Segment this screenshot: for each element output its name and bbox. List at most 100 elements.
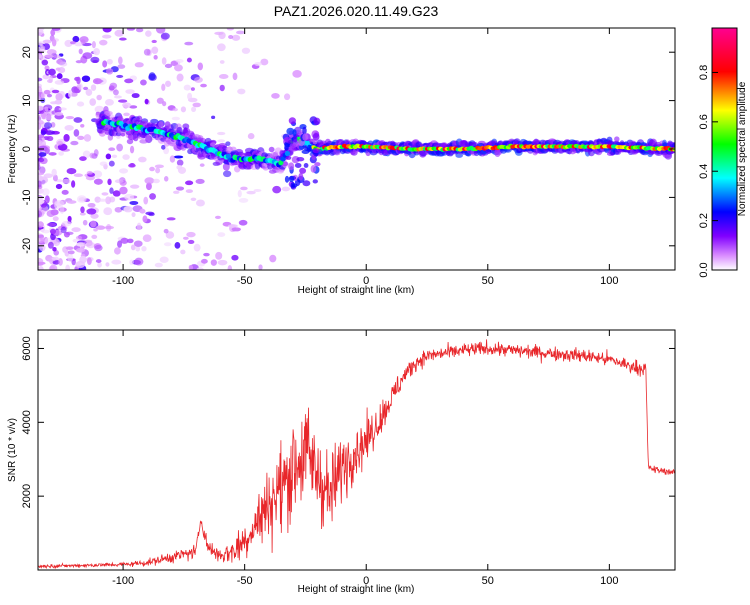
spectrogram-cell bbox=[93, 228, 98, 232]
spectrogram-cell bbox=[55, 183, 63, 190]
spectrogram-cell bbox=[154, 262, 163, 268]
spectrogram-cell bbox=[171, 116, 180, 121]
snr-x-label: Height of straight line (km) bbox=[298, 584, 415, 595]
spectrogram-cell bbox=[65, 116, 75, 120]
spectrogram-cell bbox=[38, 198, 45, 205]
spectrogram-cell bbox=[76, 101, 85, 107]
spectrogram-cell bbox=[46, 49, 57, 55]
spectrogram-cell bbox=[51, 168, 57, 177]
spectrogram-cell bbox=[57, 66, 66, 74]
spectrogram-cell bbox=[109, 187, 114, 194]
spectrogram-cell bbox=[169, 155, 176, 163]
snr-x-tick-label: -50 bbox=[237, 575, 253, 587]
spectrogram-cell bbox=[237, 189, 242, 198]
colorbar-tick-label: 0.4 bbox=[698, 164, 710, 179]
spectrogram-cell bbox=[195, 199, 205, 207]
spectrogram-cell bbox=[172, 108, 178, 112]
spectrogram-cell bbox=[180, 249, 186, 255]
spectrogram-cell bbox=[283, 93, 291, 101]
spectrogram-cell bbox=[77, 135, 85, 141]
spectrogram-cell bbox=[133, 240, 143, 247]
spectrogram-cell bbox=[161, 144, 166, 150]
spectrogram-cell bbox=[135, 246, 141, 252]
spectrogram-cell bbox=[46, 93, 53, 98]
spectrogram-cell bbox=[74, 76, 80, 81]
snr-x-tick-label: 100 bbox=[600, 575, 618, 587]
snr-y-ticks: 2000 4000 6000 bbox=[21, 336, 675, 508]
spectrogram-cell bbox=[55, 92, 63, 101]
spectrogram-cell bbox=[166, 217, 176, 221]
spectrogram-cell bbox=[38, 210, 43, 218]
spectrogram-cell bbox=[54, 99, 63, 105]
spectrogram-cell bbox=[211, 115, 216, 120]
spectrogram-cell bbox=[302, 133, 309, 141]
spectrogram-cell bbox=[139, 208, 146, 214]
spectrogram-cell bbox=[38, 161, 41, 166]
spectrogram-cell bbox=[116, 74, 124, 78]
spectrogram-cell bbox=[301, 149, 310, 155]
spectrogram-cell bbox=[230, 146, 237, 151]
spectrogram-cell bbox=[95, 259, 102, 263]
spectrogram-cell bbox=[289, 143, 297, 149]
spectrogram-cells bbox=[38, 28, 675, 270]
spectrogram-cell bbox=[129, 184, 140, 189]
spectrogram-cell bbox=[247, 133, 255, 140]
spectrogram-cell bbox=[55, 59, 63, 65]
spectrogram-cell bbox=[131, 212, 136, 218]
spectrogram-cell bbox=[117, 240, 123, 248]
spectrogram-cell bbox=[92, 170, 103, 178]
spectrogram-cell bbox=[73, 173, 83, 178]
spectrogram-cell bbox=[49, 264, 58, 270]
spectrogram-cell bbox=[186, 57, 192, 63]
spectrogram-cell bbox=[187, 92, 193, 100]
spectrogram-y-tick-label: -20 bbox=[21, 238, 33, 254]
spectrogram-cell bbox=[101, 192, 109, 196]
spectrogram-cell bbox=[271, 93, 280, 99]
spectrogram-cell bbox=[54, 112, 64, 116]
spectrogram-cell bbox=[288, 175, 295, 183]
spectrogram-cell bbox=[91, 234, 98, 239]
spectrogram-cell bbox=[105, 223, 112, 232]
spectrogram-cell bbox=[218, 74, 229, 80]
spectrogram-cell bbox=[38, 77, 43, 82]
spectrogram-cell bbox=[67, 215, 72, 222]
spectrogram-cell bbox=[106, 58, 113, 65]
spectrogram-cell bbox=[51, 257, 60, 261]
spectrogram-cell bbox=[79, 156, 87, 162]
spectrogram-cell bbox=[38, 152, 47, 157]
spectrogram-cell bbox=[40, 130, 47, 136]
spectrogram-cell bbox=[302, 126, 307, 135]
spectrogram-cell bbox=[102, 34, 112, 39]
spectrogram-cell bbox=[44, 122, 52, 130]
spectrogram-cell bbox=[86, 208, 97, 215]
snr-frame bbox=[37, 329, 676, 571]
spectrogram-cell bbox=[85, 88, 93, 96]
spectrogram-cell bbox=[80, 206, 85, 214]
spectrogram-cell bbox=[73, 129, 80, 137]
spectrogram-cell bbox=[105, 262, 110, 267]
spectrogram-x-label: Height of straight line (km) bbox=[298, 285, 415, 296]
spectrogram-cell bbox=[90, 84, 97, 91]
spectrogram-cell bbox=[38, 41, 44, 46]
spectrogram-cell bbox=[38, 28, 45, 31]
spectrogram-cell bbox=[149, 193, 157, 200]
colorbar-tick-label: 0.0 bbox=[698, 262, 710, 277]
spectrogram-cell bbox=[200, 83, 207, 88]
spectrogram-cell bbox=[105, 153, 112, 160]
spectrogram-cell bbox=[162, 101, 167, 107]
spectrogram-cell bbox=[134, 62, 144, 68]
spectrogram-cell bbox=[174, 241, 181, 249]
spectrogram-cell bbox=[182, 123, 190, 130]
snr-x-ticks: -100 -50 0 50 100 bbox=[112, 330, 619, 587]
spectrogram-cell bbox=[41, 59, 49, 66]
spectrogram-y-tick-label: -10 bbox=[21, 189, 33, 205]
spectrogram-cell bbox=[38, 233, 45, 240]
spectrogram-cell bbox=[164, 80, 172, 87]
spectrogram-cell bbox=[81, 75, 91, 82]
spectrogram-cell bbox=[129, 259, 134, 265]
spectrogram-cell bbox=[38, 157, 45, 163]
spectrogram-cell bbox=[74, 42, 83, 47]
spectrogram-cell bbox=[38, 266, 44, 270]
spectrogram-cell bbox=[292, 69, 302, 78]
spectrogram-cell bbox=[43, 106, 49, 112]
